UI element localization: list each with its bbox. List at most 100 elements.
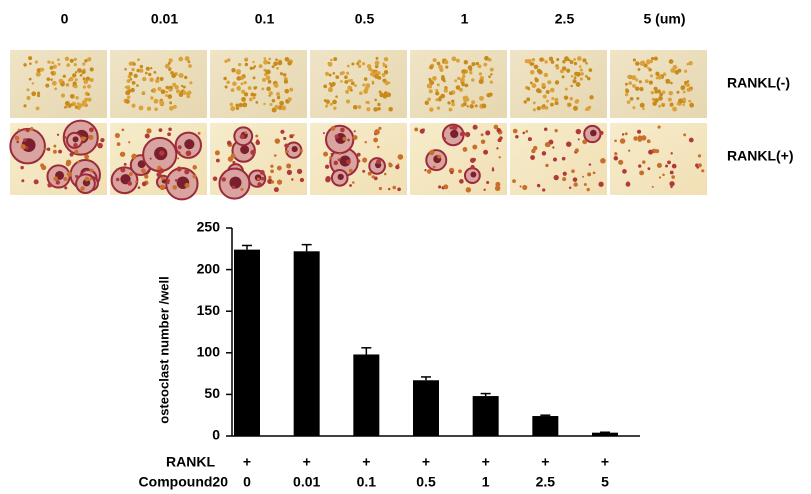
cell [384,57,388,61]
cell [386,92,391,97]
cell [248,86,252,90]
cell [471,62,475,66]
cell [53,65,57,69]
cell [533,101,536,104]
cell [178,145,182,149]
cell [90,178,93,181]
cell [347,65,350,68]
cell [333,161,338,166]
cell [128,141,130,143]
cell [537,106,541,110]
cell [543,94,547,98]
cell [252,67,255,70]
cell [622,133,624,135]
cell [184,76,187,79]
cell [244,92,248,96]
cell [274,154,277,157]
cell [28,56,32,60]
cell [154,71,157,74]
cell [555,80,559,84]
cell [542,151,546,155]
cell [546,100,549,103]
cell [188,64,192,68]
cell [346,159,351,164]
cell [589,95,593,99]
rankl-sign: + [362,454,370,470]
y-tick-label: 100 [197,344,221,360]
cell [469,71,472,74]
cell [323,152,328,157]
cell [353,105,358,110]
cell [157,87,161,91]
cell [620,138,625,143]
cell [240,134,245,139]
cell [63,136,66,139]
rankl-sign: + [541,454,549,470]
column-label: 1 [461,11,469,27]
cell [527,59,532,64]
cell [225,85,228,88]
cell [429,65,433,69]
cell [444,88,448,92]
cell [544,73,548,77]
cell [81,70,85,74]
cell [21,144,26,149]
cell [325,165,329,169]
cell [438,65,443,70]
cell [525,130,528,133]
cell [469,68,472,71]
cell [625,132,628,135]
cell [639,80,642,83]
cell [241,97,246,102]
cell [536,88,541,93]
cell [665,79,668,82]
y-tick-label: 150 [197,302,221,318]
cell [23,138,27,142]
cell [490,68,494,72]
cell [85,177,90,182]
cell [335,134,339,138]
cell [648,150,653,155]
cell [289,88,293,92]
cell [149,77,153,81]
cell [280,130,284,134]
x-tick-label: 2.5 [536,474,556,490]
cell [367,101,370,104]
cell [377,107,381,111]
cell [269,91,273,95]
cell [277,96,280,99]
cell [362,84,365,87]
cell [385,66,387,68]
cell [84,99,87,102]
cell [90,67,94,71]
cell [496,147,498,149]
cell [513,129,518,134]
cell [379,91,382,94]
cell [571,169,575,173]
cell [37,92,40,95]
cell [437,155,441,159]
cell [481,133,484,136]
cell [580,68,583,71]
cell [73,143,78,148]
cell [277,166,282,171]
y-tick-label: 200 [197,260,221,276]
cell [530,82,533,85]
cell [478,64,482,68]
cell [587,188,590,191]
cell [281,106,286,111]
cell [88,135,93,140]
cell [216,159,220,163]
rankl-sign: + [482,454,490,470]
cell [349,169,353,173]
cell [329,156,332,159]
cell [272,99,275,102]
cell [562,60,565,63]
cell [554,175,559,180]
cell [29,78,32,81]
bar [532,416,558,436]
cell [286,150,289,153]
cell [185,56,190,61]
cell [655,72,659,76]
cell [589,163,591,165]
